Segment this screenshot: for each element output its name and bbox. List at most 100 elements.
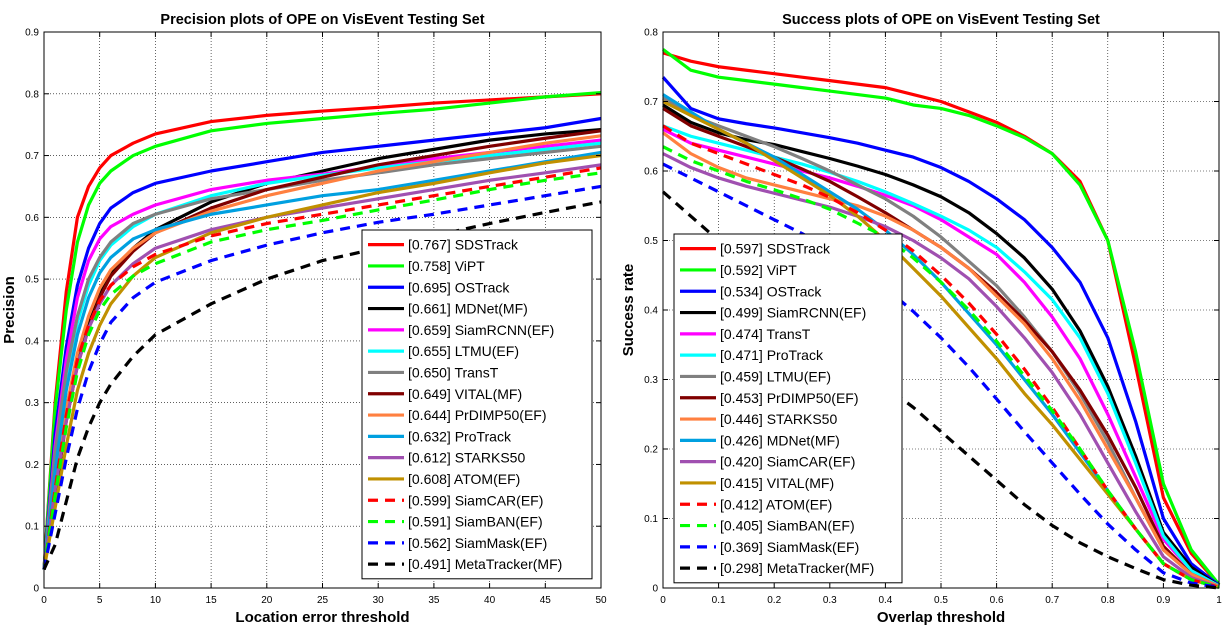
y-tick-label: 0.6 xyxy=(25,213,39,224)
legend-entry-15: [0.298] MetaTracker(MF) xyxy=(720,560,874,576)
y-tick-label: 0.7 xyxy=(25,151,39,162)
x-tick-label: 10 xyxy=(150,595,162,606)
y-tick-label: 0.4 xyxy=(644,306,658,317)
y-tick-label: 0.8 xyxy=(644,28,658,39)
series-line-2 xyxy=(661,76,1220,587)
legend: [0.767] SDSTrack [0.758] ViPT [0.695] OSTr… xyxy=(361,229,593,580)
x-tick-label: 0 xyxy=(41,595,47,606)
y-tick-label: 0.4 xyxy=(25,336,39,347)
y-tick-label: 0.1 xyxy=(644,514,658,525)
legend-entry-6: [0.650] TransT xyxy=(408,364,499,380)
x-tick-label: 0 xyxy=(660,595,666,606)
x-tick-label: 0.7 xyxy=(1045,595,1059,606)
series-line-12 xyxy=(42,166,602,570)
success-plot: 0 0.1 0.2 0.3 0.4 0.5 0.6 0.7 0.8 0.9 1 0 0.1 0.2 0.3 0… xyxy=(620,12,1222,626)
x-tick-label: 0.3 xyxy=(823,595,837,606)
legend-entry-9: [0.426] MDNet(MF) xyxy=(720,432,840,448)
x-tick-label: 15 xyxy=(206,595,218,606)
x-tick-label: 35 xyxy=(428,595,440,606)
x-tick-label: 25 xyxy=(317,595,329,606)
series-line-1 xyxy=(662,48,1221,586)
legend-entry-7: [0.453] PrDIMP50(EF) xyxy=(720,390,859,406)
x-tick-label: 5 xyxy=(97,595,103,606)
series-line-8 xyxy=(662,131,1220,589)
chart-title: Success plots of OPE on VisEvent Testing… xyxy=(782,12,1100,28)
legend-entry-12: [0.599] SiamCAR(EF) xyxy=(408,492,543,508)
y-tick-label: 0 xyxy=(652,584,658,595)
y-axis-label: Success rate xyxy=(620,264,637,357)
series-line-0 xyxy=(42,92,602,570)
legend-entry-5: [0.655] LTMU(EF) xyxy=(408,343,519,359)
legend-entry-14: [0.369] SiamMask(EF) xyxy=(720,539,859,555)
legend-entry-0: [0.767] SDSTrack xyxy=(408,237,519,253)
series-line-4 xyxy=(662,127,1220,588)
legend-entry-12: [0.412] ATOM(EF) xyxy=(720,496,832,512)
legend-entry-2: [0.695] OSTrack xyxy=(408,279,510,295)
x-tick-label: 30 xyxy=(373,595,385,606)
legend-entry-0: [0.597] SDSTrack xyxy=(720,241,831,257)
y-tick-label: 0 xyxy=(33,584,39,595)
legend-entry-13: [0.591] SiamBAN(EF) xyxy=(408,514,543,530)
legend-entry-4: [0.474] TransT xyxy=(720,326,811,342)
legend-entry-2: [0.534] OSTrack xyxy=(720,283,822,299)
series-line-1 xyxy=(42,90,602,570)
x-tick-label: 0.9 xyxy=(1156,595,1170,606)
series-line-6 xyxy=(42,144,602,570)
legend-entry-13: [0.405] SiamBAN(EF) xyxy=(720,518,855,534)
y-tick-label: 0.3 xyxy=(25,398,39,409)
x-tick-label: 0.2 xyxy=(767,595,781,606)
y-tick-label: 0.3 xyxy=(644,375,658,386)
legend-entry-3: [0.661] MDNet(MF) xyxy=(408,301,528,317)
legend-entry-11: [0.415] VITAL(MF) xyxy=(720,475,834,491)
y-tick-label: 0.6 xyxy=(644,167,658,178)
legend-entry-8: [0.644] PrDIMP50(EF) xyxy=(408,407,547,423)
x-tick-label: 20 xyxy=(261,595,273,606)
series-line-5 xyxy=(662,124,1220,588)
legend: [0.597] SDSTrack [0.592] ViPT [0.534] OSTr… xyxy=(673,233,903,584)
x-tick-label: 0.4 xyxy=(878,595,892,606)
series-line-12 xyxy=(662,124,1220,589)
y-tick-label: 0.1 xyxy=(25,522,39,533)
x-tick-label: 40 xyxy=(484,595,496,606)
x-axis-label: Overlap threshold xyxy=(877,609,1005,626)
series-line-10 xyxy=(662,152,1220,589)
y-tick-label: 0.5 xyxy=(25,275,39,286)
y-tick-label: 0.9 xyxy=(25,28,39,39)
legend-entry-1: [0.758] ViPT xyxy=(408,258,485,274)
series-line-2 xyxy=(42,116,602,570)
y-axis-label: Precision xyxy=(1,276,18,344)
y-tick-label: 0.2 xyxy=(644,445,658,456)
x-tick-label: 0.8 xyxy=(1101,595,1115,606)
y-tick-label: 0.7 xyxy=(644,97,658,108)
legend-entry-1: [0.592] ViPT xyxy=(720,262,797,278)
series-line-14 xyxy=(662,162,1220,589)
y-tick-label: 0.2 xyxy=(25,460,39,471)
x-tick-label: 45 xyxy=(540,595,552,606)
x-tick-label: 1 xyxy=(1216,595,1222,606)
x-axis-label: Location error threshold xyxy=(235,609,409,626)
x-tick-label: 0.6 xyxy=(990,595,1004,606)
series-line-8 xyxy=(42,134,602,570)
legend-entry-10: [0.612] STARKS50 xyxy=(408,450,525,466)
y-tick-label: 0.5 xyxy=(644,236,658,247)
legend-entry-14: [0.562] SiamMask(EF) xyxy=(408,535,547,551)
legend-entry-8: [0.446] STARKS50 xyxy=(720,411,837,427)
precision-plot: 0 5 10 15 20 25 30 35 40 45 50 0 0.1 0.2 0.3 0.4 0.5 0.6 0… xyxy=(1,12,607,626)
y-tick-label: 0.8 xyxy=(25,89,39,100)
legend-entry-15: [0.491] MetaTracker(MF) xyxy=(408,556,562,572)
legend-entry-3: [0.499] SiamRCNN(EF) xyxy=(720,305,866,321)
legend-entry-10: [0.420] SiamCAR(EF) xyxy=(720,454,855,470)
x-tick-label: 0.5 xyxy=(934,595,948,606)
legend-entry-11: [0.608] ATOM(EF) xyxy=(408,471,520,487)
series-line-0 xyxy=(662,51,1221,586)
series-line-13 xyxy=(662,145,1220,589)
legend-entry-5: [0.471] ProTrack xyxy=(720,347,824,363)
legend-entry-4: [0.659] SiamRCNN(EF) xyxy=(408,322,554,338)
chart-title: Precision plots of OPE on VisEvent Testi… xyxy=(160,12,484,28)
legend-entry-7: [0.649] VITAL(MF) xyxy=(408,386,522,402)
legend-entry-6: [0.459] LTMU(EF) xyxy=(720,368,831,384)
legend-entry-9: [0.632] ProTrack xyxy=(408,428,512,444)
series-line-4 xyxy=(42,138,602,570)
x-tick-label: 0.1 xyxy=(712,595,726,606)
